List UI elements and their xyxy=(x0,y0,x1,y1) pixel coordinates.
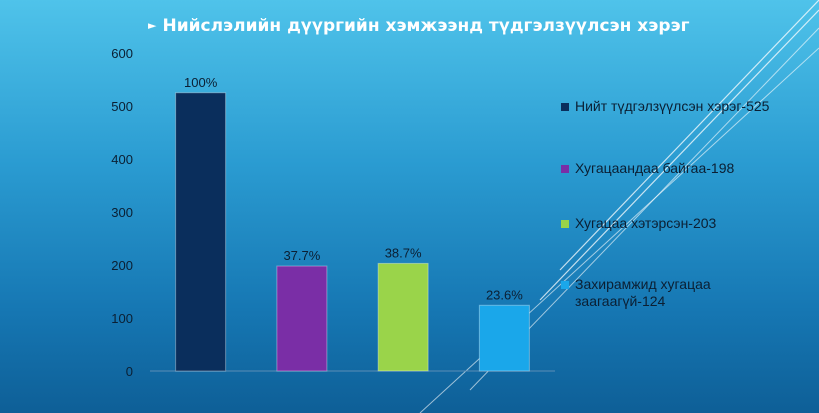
data-label: 23.6% xyxy=(486,287,523,302)
data-label: 100% xyxy=(184,75,218,90)
legend-item: Захирамжид хугацаа заагаагүй-124 xyxy=(561,276,776,310)
triangle-bullet-icon: ► xyxy=(148,19,157,32)
bar-2 xyxy=(276,265,328,372)
bar-1 xyxy=(175,92,227,372)
y-tick-label: 400 xyxy=(111,152,133,167)
legend-item: Нийт түдгэлзүүлсэн хэрэг-525 xyxy=(561,98,776,115)
legend-swatch xyxy=(561,165,569,173)
data-labels: 100% 37.7% 38.7% 23.6% xyxy=(184,75,523,303)
legend-label: Хугацаандаа байгаа-198 xyxy=(575,160,735,176)
legend-label: Нийт түдгэлзүүлсэн хэрэг-525 xyxy=(575,98,770,114)
legend-swatch xyxy=(561,220,569,228)
title-text: Нийслэлийн дүүргийн хэмжээнд түдгэлзүүлс… xyxy=(162,16,690,36)
bars xyxy=(175,92,530,372)
data-label: 37.7% xyxy=(283,248,320,263)
y-tick-label: 300 xyxy=(111,205,133,220)
y-tick-label: 100 xyxy=(111,311,133,326)
y-tick-label: 600 xyxy=(111,46,133,61)
legend-swatch xyxy=(561,281,569,289)
slide-title: ► Нийслэлийн дүүргийн хэмжээнд түдгэлзүүл… xyxy=(148,16,689,36)
legend-item: Хугацаа хэтэрсэн-203 xyxy=(561,215,776,232)
legend-label: Хугацаа хэтэрсэн-203 xyxy=(575,215,717,231)
bar-3 xyxy=(377,262,429,372)
y-tick-label: 200 xyxy=(111,258,133,273)
y-tick-label: 0 xyxy=(126,364,133,379)
legend-item: Хугацаандаа байгаа-198 xyxy=(561,160,776,177)
legend-swatch xyxy=(561,103,569,111)
y-tick-label: 500 xyxy=(111,99,133,114)
bar-4 xyxy=(478,304,530,372)
data-label: 38.7% xyxy=(385,245,422,260)
legend-label: Захирамжид хугацаа заагаагүй-124 xyxy=(575,276,711,309)
